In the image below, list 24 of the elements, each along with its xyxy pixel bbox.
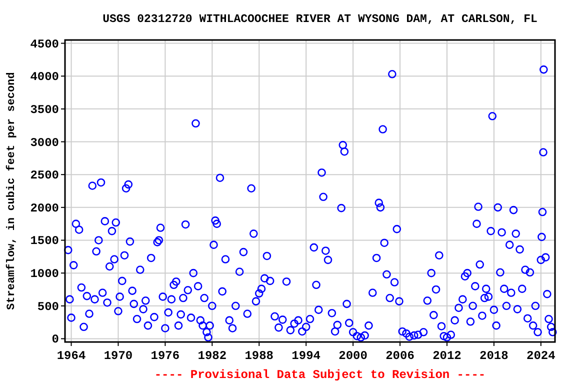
- x-tick-label: 1964: [56, 349, 86, 363]
- x-tick-label: 1994: [292, 349, 320, 363]
- x-tick-label: 1970: [104, 349, 133, 363]
- y-tick-label: 4500: [30, 37, 59, 52]
- x-tick-label: 1982: [198, 349, 227, 363]
- y-tick-label: 1500: [30, 234, 59, 248]
- x-tick-label: 1988: [244, 349, 274, 363]
- text: ---- Provisional Data Subject to Revision ----: [154, 368, 486, 382]
- x-tick-label: 2012: [432, 349, 462, 363]
- y-tick-label: 3500: [30, 102, 59, 117]
- y-tick-label: 3000: [30, 136, 59, 150]
- y-tick-label: 500: [37, 300, 59, 314]
- x-tick-label: 1976: [150, 349, 180, 363]
- y-tick-label: 1000: [30, 267, 59, 282]
- chart-title: USGS 02312720 WITHLACOOCHEE RIVER AT WYSONG DAM, AT CARLSON, FL: [102, 13, 538, 26]
- y-axis-title: Streamflow, in cubic feet per second: [5, 72, 18, 310]
- y-tick-label: 2500: [30, 168, 59, 183]
- y-tick-label: 0: [52, 332, 59, 347]
- y-tick-label: 4000: [30, 70, 59, 84]
- x-tick-label: 2024: [526, 349, 556, 363]
- x-tick-label: 2000: [338, 349, 368, 363]
- y-tick-label: 2000: [30, 201, 59, 216]
- x-tick-label: 2006: [386, 349, 414, 363]
- x-tick-label: 2018: [480, 349, 508, 363]
